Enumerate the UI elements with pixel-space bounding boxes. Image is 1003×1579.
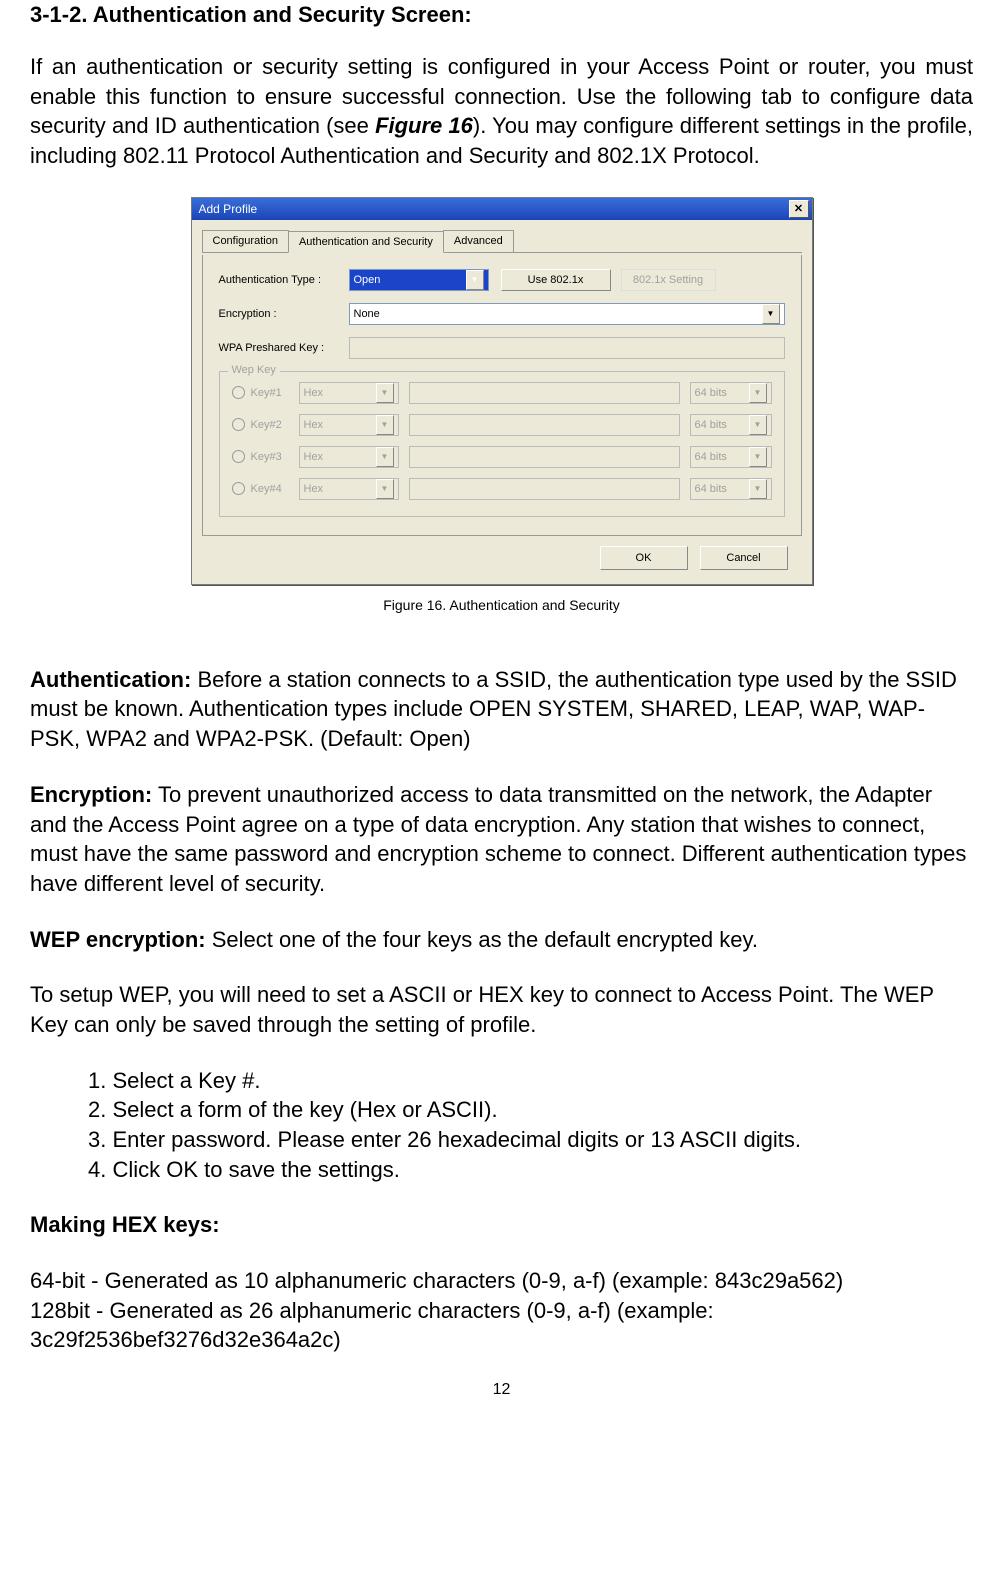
wep-key-label: Key#4	[251, 483, 299, 495]
auth-type-select[interactable]: Open ▼	[349, 269, 489, 291]
encryption-label: Encryption :	[219, 308, 349, 320]
list-item: 4. Click OK to save the settings.	[88, 1155, 973, 1185]
wep-key-group: Wep Key Key#1Hex▼64 bits▼Key#2Hex▼64 bit…	[219, 371, 785, 517]
authentication-lead: Authentication:	[30, 667, 191, 692]
wep-key-label: Key#1	[251, 387, 299, 399]
list-item: 1. Select a Key #.	[88, 1066, 973, 1096]
auth-type-label: Authentication Type :	[219, 274, 349, 286]
radio-icon[interactable]	[232, 386, 245, 399]
chevron-down-icon[interactable]: ▼	[749, 479, 767, 499]
tab-configuration[interactable]: Configuration	[202, 230, 289, 252]
chevron-down-icon[interactable]: ▼	[749, 415, 767, 435]
wep-setup-paragraph: To setup WEP, you will need to set a ASC…	[30, 980, 973, 1039]
wep-key-format-select[interactable]: Hex▼	[299, 478, 399, 500]
intro-paragraph: If an authentication or security setting…	[30, 52, 973, 171]
wep-steps: 1. Select a Key #. 2. Select a form of t…	[30, 1066, 973, 1185]
section-heading: 3-1-2. Authentication and Security Scree…	[30, 2, 973, 28]
figure-ref: Figure 16	[375, 113, 473, 138]
wep-key-input[interactable]	[409, 414, 680, 436]
encryption-lead: Encryption:	[30, 782, 152, 807]
wep-key-label: Key#2	[251, 419, 299, 431]
wep-lead: WEP encryption:	[30, 927, 206, 952]
chevron-down-icon[interactable]: ▼	[466, 270, 484, 290]
page-number: 12	[30, 1381, 973, 1399]
encryption-paragraph: Encryption: To prevent unauthorized acce…	[30, 780, 973, 899]
chevron-down-icon[interactable]: ▼	[749, 383, 767, 403]
wep-key-input[interactable]	[409, 382, 680, 404]
dialog-title: Add Profile	[195, 202, 258, 216]
wep-key-bits-select[interactable]: 64 bits▼	[690, 478, 772, 500]
hex-keys-heading-text: Making HEX keys:	[30, 1212, 220, 1237]
wep-body: Select one of the four keys as the defau…	[206, 927, 758, 952]
wep-paragraph: WEP encryption: Select one of the four k…	[30, 925, 973, 955]
close-icon[interactable]: ✕	[789, 200, 809, 218]
use-8021x-button[interactable]: Use 802.1x	[501, 269, 611, 291]
list-item: 3. Enter password. Please enter 26 hexad…	[88, 1125, 973, 1155]
figure-caption: Figure 16. Authentication and Security	[383, 597, 620, 613]
list-item: 2. Select a form of the key (Hex or ASCI…	[88, 1095, 973, 1125]
8021x-setting-button: 802.1x Setting	[621, 269, 716, 291]
chevron-down-icon[interactable]: ▼	[749, 447, 767, 467]
authentication-paragraph: Authentication: Before a station connect…	[30, 665, 973, 754]
auth-type-value: Open	[354, 274, 381, 286]
wep-key-bits-select[interactable]: 64 bits▼	[690, 414, 772, 436]
tab-auth-security[interactable]: Authentication and Security	[288, 231, 444, 253]
chevron-down-icon[interactable]: ▼	[376, 447, 394, 467]
wep-key-input[interactable]	[409, 446, 680, 468]
encryption-value: None	[354, 308, 380, 320]
wep-key-row: Key#3Hex▼ 64 bits▼	[232, 446, 772, 468]
hex-128-line-a: 128bit - Generated as 26 alphanumeric ch…	[30, 1296, 973, 1326]
psk-label: WPA Preshared Key :	[219, 342, 349, 354]
radio-icon[interactable]	[232, 482, 245, 495]
ok-button[interactable]: OK	[600, 546, 688, 570]
encryption-select[interactable]: None ▼	[349, 303, 785, 325]
radio-icon[interactable]	[232, 418, 245, 431]
wep-key-label: Key#3	[251, 451, 299, 463]
dialog-titlebar: Add Profile ✕	[192, 198, 812, 220]
hex-128-line-b: 3c29f2536bef3276d32e364a2c)	[30, 1325, 973, 1355]
hex-64-line: 64-bit - Generated as 10 alphanumeric ch…	[30, 1266, 973, 1296]
wep-key-row: Key#2Hex▼ 64 bits▼	[232, 414, 772, 436]
psk-input[interactable]	[349, 337, 785, 359]
wep-key-bits-select[interactable]: 64 bits▼	[690, 446, 772, 468]
wep-key-format-select[interactable]: Hex▼	[299, 414, 399, 436]
cancel-button[interactable]: Cancel	[700, 546, 788, 570]
wep-key-row: Key#4Hex▼ 64 bits▼	[232, 478, 772, 500]
wep-key-row: Key#1Hex▼ 64 bits▼	[232, 382, 772, 404]
radio-icon[interactable]	[232, 450, 245, 463]
chevron-down-icon[interactable]: ▼	[376, 415, 394, 435]
add-profile-dialog: Add Profile ✕ Configuration Authenticati…	[191, 197, 813, 585]
tab-panel: Authentication Type : Open ▼ Use 802.1x …	[202, 255, 802, 536]
wep-key-input[interactable]	[409, 478, 680, 500]
encryption-body: To prevent unauthorized access to data t…	[30, 782, 966, 896]
dialog-tabs: Configuration Authentication and Securit…	[202, 230, 802, 253]
wep-key-bits-select[interactable]: 64 bits▼	[690, 382, 772, 404]
wep-key-group-title: Wep Key	[228, 364, 280, 376]
wep-key-format-select[interactable]: Hex▼	[299, 382, 399, 404]
wep-key-format-select[interactable]: Hex▼	[299, 446, 399, 468]
hex-keys-heading: Making HEX keys:	[30, 1210, 973, 1240]
chevron-down-icon[interactable]: ▼	[762, 304, 780, 324]
chevron-down-icon[interactable]: ▼	[376, 479, 394, 499]
chevron-down-icon[interactable]: ▼	[376, 383, 394, 403]
tab-advanced[interactable]: Advanced	[443, 230, 514, 252]
